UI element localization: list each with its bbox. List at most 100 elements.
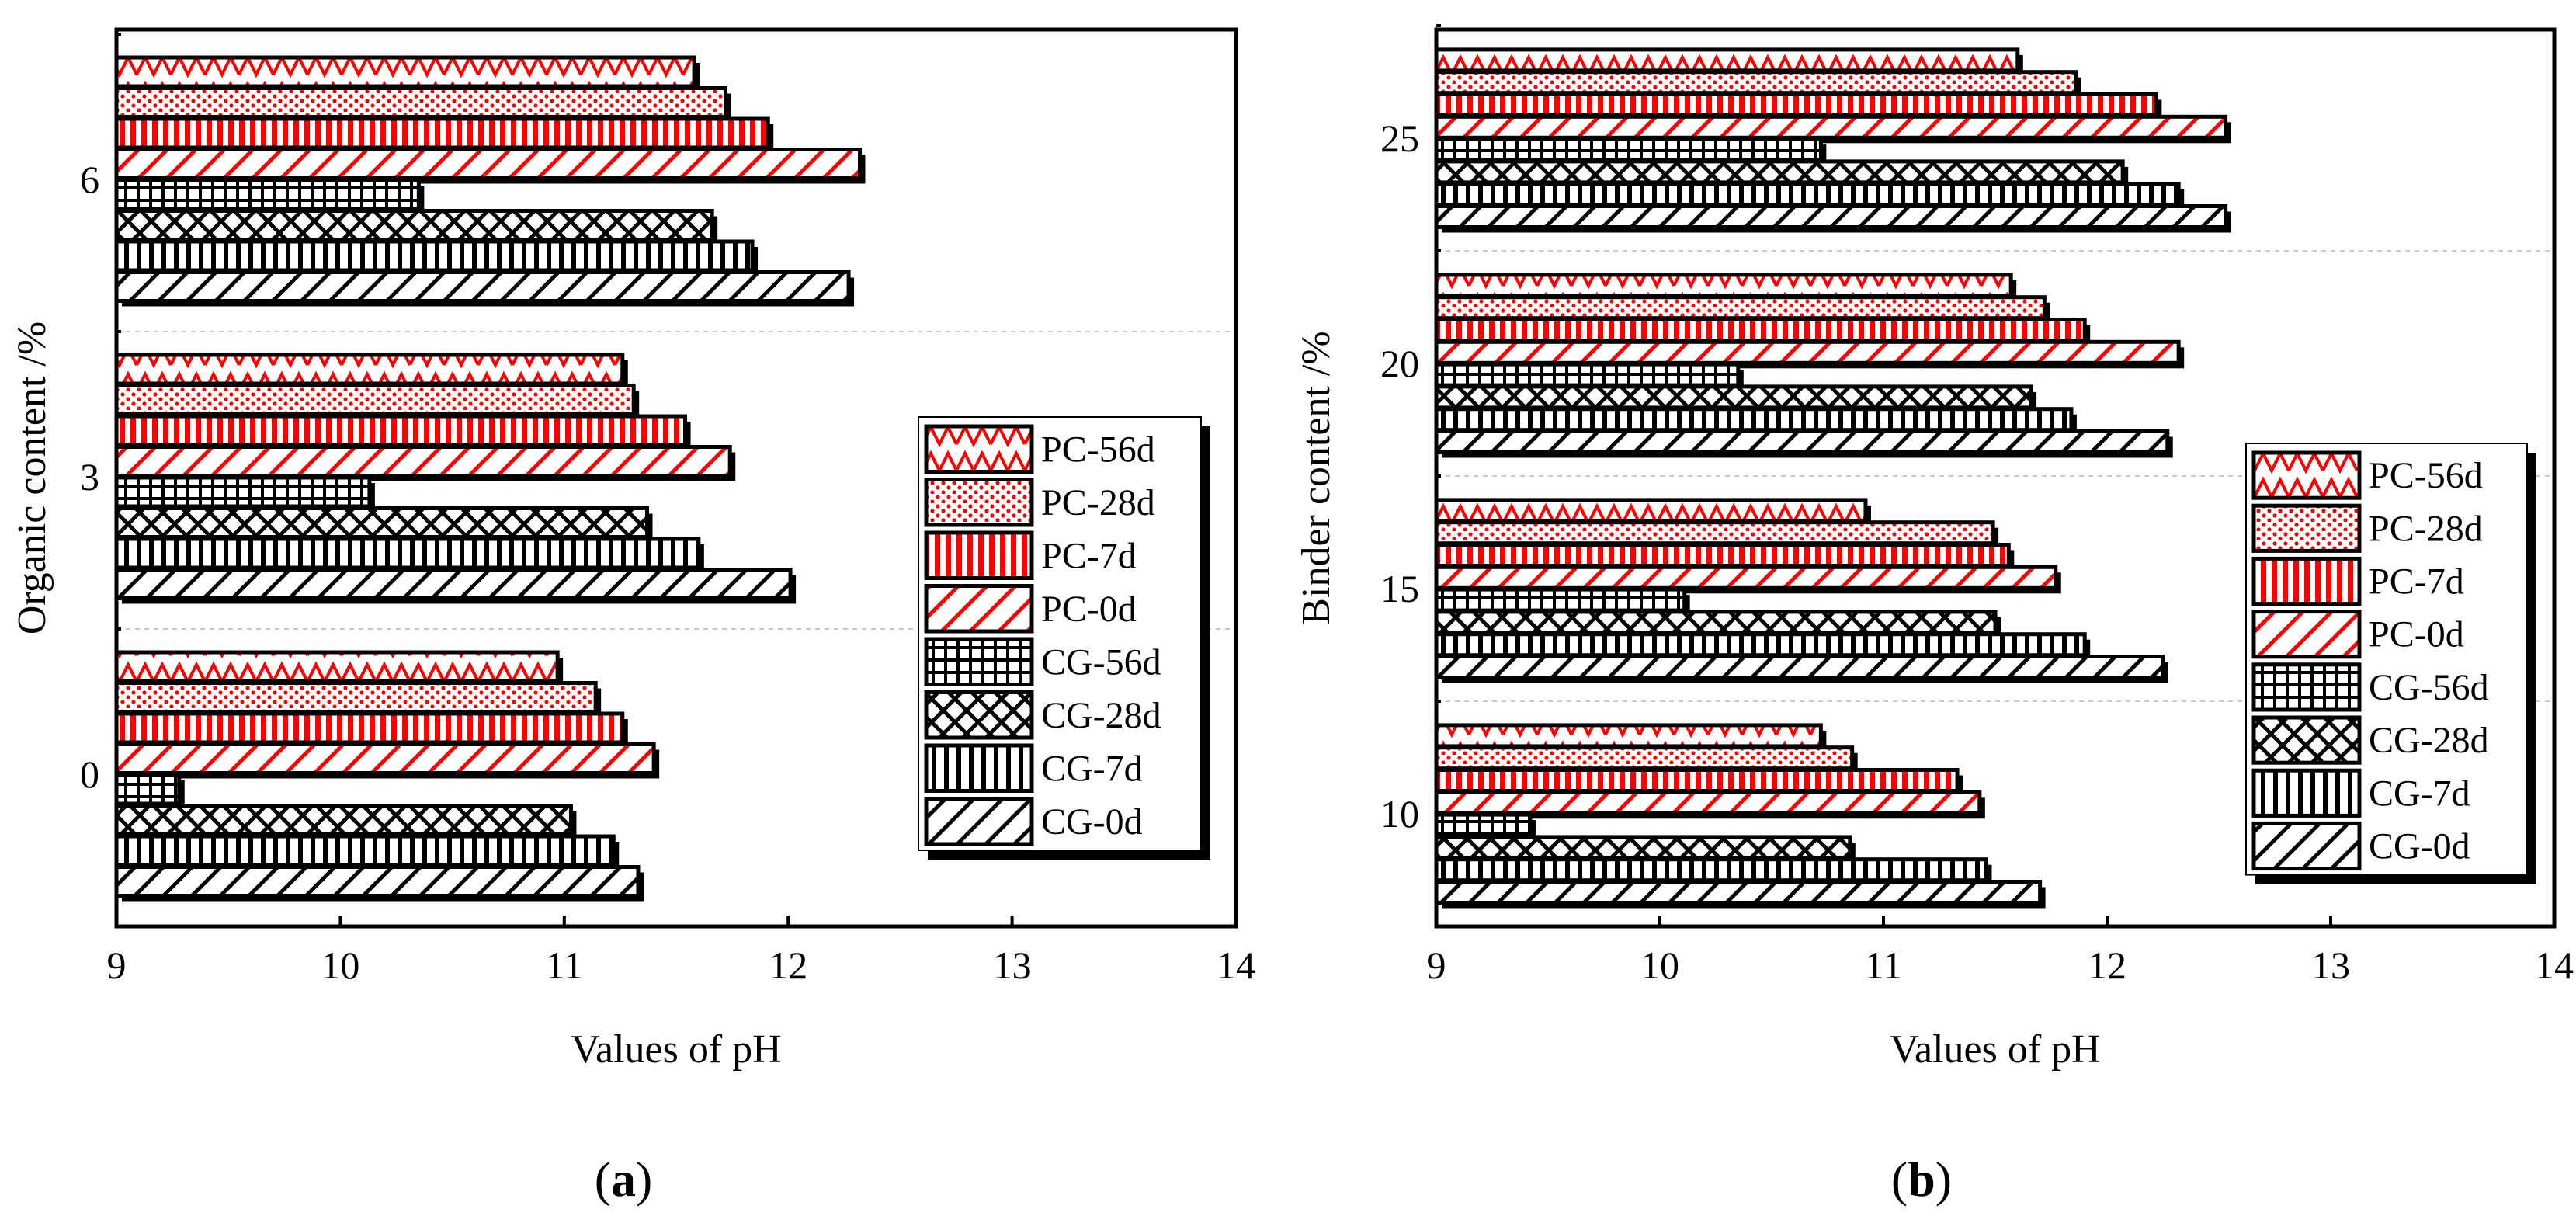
bar-pc-7d-15 <box>1434 543 2011 568</box>
bar-cg-28d-0 <box>114 804 573 836</box>
bar-cg-0d-10 <box>1434 880 2043 905</box>
bar-pc-7d-3 <box>114 414 688 447</box>
legend-label-pc-28d: PC-28d <box>1041 482 1155 523</box>
bar-pc-0d-10 <box>1434 790 1982 815</box>
legend: PC-56d PC-28d PC-7d PC-0d CG-56d CG-28d CG-7d C… <box>2245 443 2536 884</box>
legend-swatch-pc-56d <box>2251 450 2362 500</box>
panel-label-a: (a) <box>595 1152 653 1207</box>
legend-swatch-pc-56d <box>924 424 1034 474</box>
y-tick-label: 25 <box>1380 116 1419 160</box>
bar-cg-7d-25 <box>1434 182 2181 207</box>
legend-label-cg-28d: CG-28d <box>2369 720 2489 761</box>
x-axis-title: Values of pH <box>571 1027 782 1072</box>
bar-cg-7d-20 <box>1434 407 2074 433</box>
bar-pc-56d-15 <box>1434 498 1868 523</box>
bar-cg-7d-6 <box>114 239 755 273</box>
legend-label-pc-0d: PC-0d <box>1041 589 1137 630</box>
y-axis-title: Organic content /% <box>10 321 54 634</box>
legend-swatch-cg-28d <box>2251 715 2362 765</box>
legend-swatch-pc-0d <box>2251 610 2362 659</box>
bar-pc-28d-6 <box>114 86 727 119</box>
legend-label-pc-7d: PC-7d <box>2369 561 2464 603</box>
bar-cg-7d-10 <box>1434 857 1988 883</box>
legend-label-cg-28d: CG-28d <box>1041 695 1161 736</box>
bar-pc-28d-20 <box>1434 295 2047 321</box>
bar-pc-0d-15 <box>1434 565 2058 590</box>
x-tick-label: 11 <box>546 943 583 987</box>
bar-pc-0d-0 <box>114 742 656 775</box>
legend-swatch-cg-7d <box>924 743 1034 793</box>
bar-cg-28d-15 <box>1434 610 1998 635</box>
bar-cg-28d-10 <box>1434 835 1852 860</box>
bar-pc-56d-20 <box>1434 273 2013 298</box>
x-tick-label: 12 <box>769 943 807 987</box>
bar-cg-56d-3 <box>114 475 372 509</box>
bar-pc-28d-15 <box>1434 520 1995 546</box>
legend-label-pc-56d: PC-56d <box>1041 429 1155 470</box>
legend-swatch-cg-7d <box>2251 768 2362 818</box>
y-axis-title: Binder content /% <box>1294 331 1338 624</box>
bar-cg-7d-15 <box>1434 632 2087 658</box>
x-tick-label: 13 <box>2311 943 2350 987</box>
legend-swatch-pc-0d <box>924 584 1034 634</box>
bar-pc-7d-0 <box>114 711 625 745</box>
bar-cg-0d-15 <box>1434 655 2165 679</box>
bar-cg-7d-0 <box>114 834 616 867</box>
bar-cg-28d-20 <box>1434 384 2033 410</box>
bar-cg-56d-0 <box>114 773 182 806</box>
legend-label-cg-56d: CG-56d <box>1041 641 1161 683</box>
bar-pc-7d-6 <box>114 116 770 150</box>
x-tick-label: 10 <box>321 943 359 987</box>
x-tick-label: 14 <box>2535 943 2574 987</box>
plot-frame <box>1434 27 2557 929</box>
legend-swatch-pc-28d <box>2251 503 2362 553</box>
bar-pc-0d-20 <box>1434 339 2181 365</box>
x-tick-label: 11 <box>1865 943 1902 987</box>
plot-frame <box>114 27 1238 929</box>
x-tick-label: 12 <box>2088 943 2126 987</box>
bar-pc-0d-25 <box>1434 114 2228 140</box>
x-tick-label: 14 <box>1217 943 1255 987</box>
y-tick-label: 15 <box>1380 567 1419 610</box>
legend-swatch-pc-28d <box>924 478 1034 527</box>
legend-label-cg-7d: CG-7d <box>2369 773 2470 814</box>
bar-cg-28d-3 <box>114 506 650 539</box>
x-tick-label: 9 <box>107 943 127 987</box>
bar-pc-28d-25 <box>1434 70 2078 96</box>
legend-label-cg-0d: CG-0d <box>2369 826 2470 867</box>
bar-pc-56d-10 <box>1434 723 1823 749</box>
bar-cg-56d-10 <box>1434 812 1533 838</box>
legend-swatch-cg-0d <box>2251 821 2362 871</box>
bar-cg-0d-0 <box>114 865 641 898</box>
legend-swatch-cg-28d <box>924 690 1034 740</box>
legend-label-pc-56d: PC-56d <box>2369 455 2483 496</box>
legend-label-pc-28d: PC-28d <box>2369 508 2483 549</box>
legend-label-pc-7d: PC-7d <box>1041 535 1137 576</box>
bar-cg-0d-20 <box>1434 429 2170 454</box>
legend-swatch-cg-0d <box>924 797 1034 846</box>
bar-pc-28d-3 <box>114 384 636 416</box>
legend: PC-56d PC-28d PC-7d PC-0d CG-56d CG-28d CG-7d C… <box>918 416 1210 860</box>
bar-cg-0d-3 <box>114 568 793 600</box>
bar-cg-56d-20 <box>1434 362 1741 387</box>
legend-swatch-pc-7d <box>2251 556 2362 606</box>
bar-pc-7d-25 <box>1434 92 2158 117</box>
panel-label-b: (b) <box>1891 1152 1952 1207</box>
bar-cg-56d-15 <box>1434 587 1687 613</box>
bar-pc-7d-20 <box>1434 318 2087 342</box>
bar-cg-28d-6 <box>114 209 714 241</box>
bar-pc-56d-0 <box>114 650 560 683</box>
legend-label-cg-0d: CG-0d <box>1041 801 1143 843</box>
bar-cg-7d-3 <box>114 537 701 570</box>
legend-label-cg-56d: CG-56d <box>2369 667 2489 708</box>
bar-pc-28d-0 <box>114 681 598 714</box>
x-tick-label: 13 <box>993 943 1032 987</box>
legend-swatch-cg-56d <box>2251 662 2362 712</box>
bar-pc-56d-6 <box>114 55 696 89</box>
y-tick-label: 0 <box>80 752 99 796</box>
bar-cg-28d-25 <box>1434 159 2125 185</box>
bar-pc-56d-25 <box>1434 47 2020 73</box>
bar-pc-0d-3 <box>114 445 732 478</box>
bar-pc-0d-6 <box>114 148 862 180</box>
